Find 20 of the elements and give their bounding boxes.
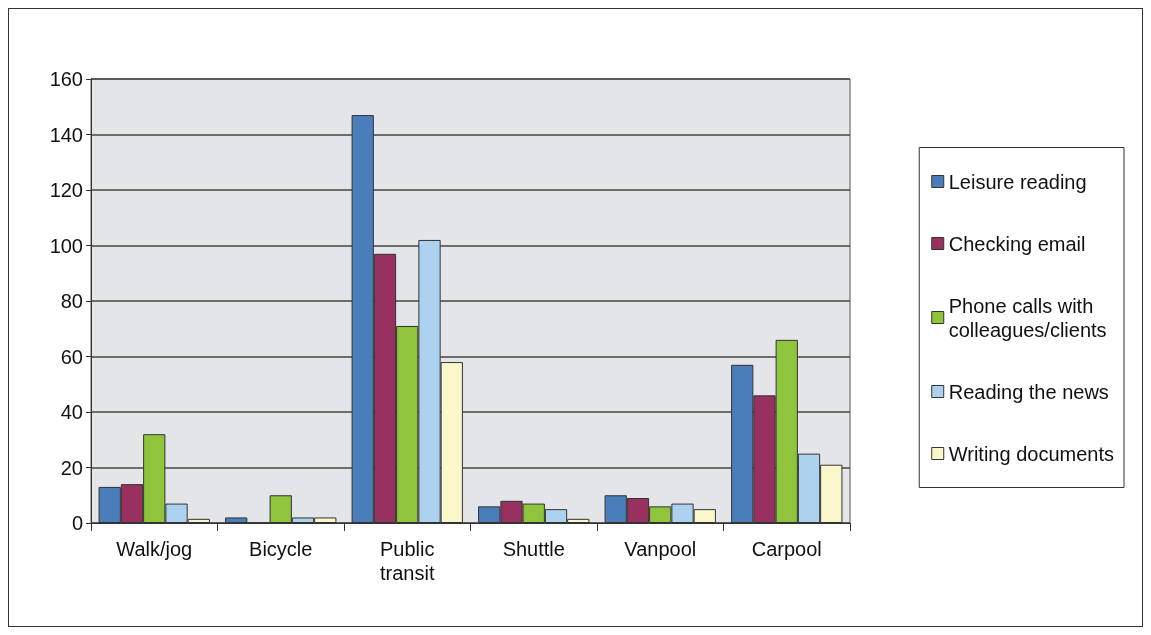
y-tick-label: 160 xyxy=(49,68,83,90)
x-tick-label: Bicycle xyxy=(249,538,313,560)
x-tick-label: Walk/jog xyxy=(116,538,193,560)
y-tick-label: 100 xyxy=(49,234,83,257)
legend-label: Reading the news xyxy=(948,380,1109,403)
x-tick-label: Carpool xyxy=(751,538,822,560)
legend-label: Checking email xyxy=(948,232,1086,255)
y-tick-label: 120 xyxy=(49,179,83,201)
y-tick-label: 140 xyxy=(49,123,83,146)
y-tick-label: 80 xyxy=(60,290,83,312)
x-tick-label: Shuttle xyxy=(502,538,565,560)
x-tick-label: Vanpool xyxy=(624,538,697,560)
x-tick-label: Public transit xyxy=(380,538,435,584)
y-tick-label: 0 xyxy=(71,512,83,534)
y-tick-label: 60 xyxy=(60,345,83,368)
legend-label: Phone calls with colleagues/clients xyxy=(948,294,1107,341)
legend-label: Leisure reading xyxy=(948,170,1087,193)
y-tick-label: 40 xyxy=(60,401,83,423)
legend-label: Writing documents xyxy=(948,442,1115,465)
y-tick-label: 20 xyxy=(60,456,83,479)
